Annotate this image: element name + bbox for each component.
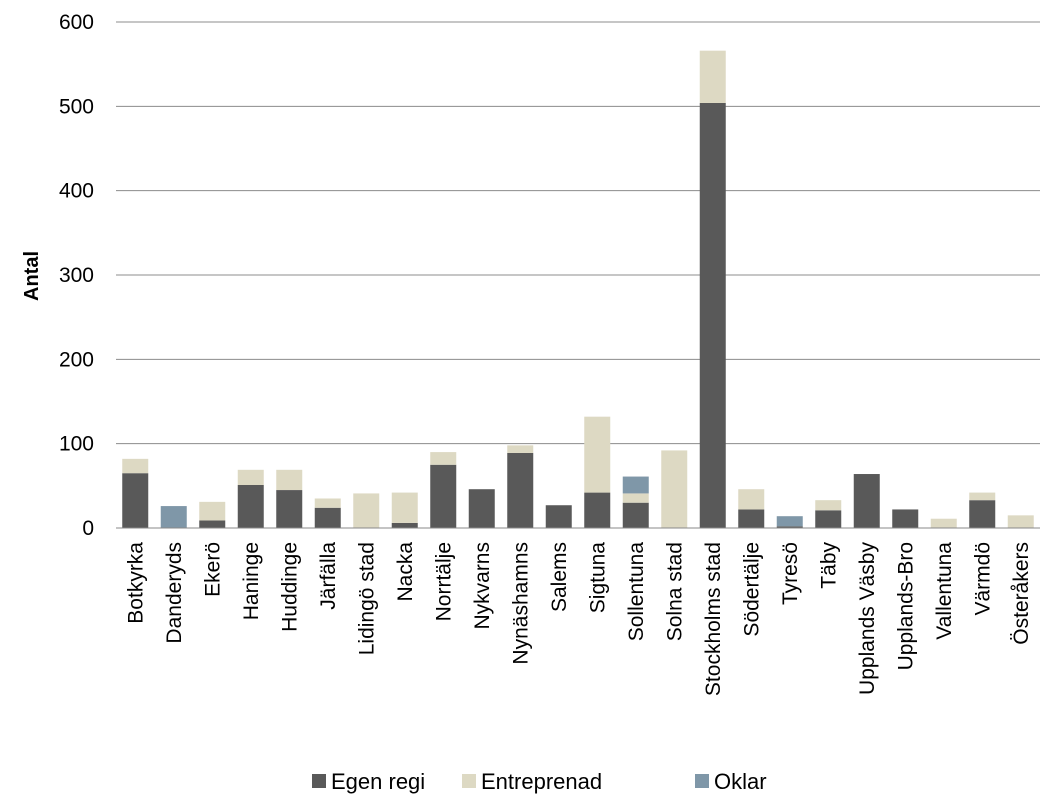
bar-segment: [699, 102, 726, 529]
bar-segment: [738, 489, 765, 510]
legend: Egen regi Entreprenad Oklar: [312, 769, 767, 794]
bar-segment: [545, 505, 572, 528]
x-tick-label: Upplands Väsby: [856, 542, 879, 695]
y-axis-tick-labels: 0 100 200 300 400 500 600: [59, 11, 94, 540]
bar-segment: [815, 500, 842, 511]
x-tick-label: Nykvarns: [471, 542, 494, 630]
bars: [122, 50, 1034, 529]
bar-segment: [930, 518, 957, 528]
x-tick-label: Österåkers: [1010, 542, 1033, 645]
x-tick-label: Salems: [548, 542, 571, 612]
bar-segment: [199, 520, 226, 528]
legend-item: Entreprenad: [462, 769, 602, 794]
x-tick-label: Haninge: [240, 542, 263, 620]
y-tick-label: 400: [59, 180, 94, 203]
x-axis-tick-labels: Botkyrka Danderyds Ekerö Haninge Huddinge Jär…: [124, 542, 1033, 697]
bar-segment: [237, 484, 264, 528]
x-tick-label: Danderyds: [163, 542, 186, 644]
bar-segment: [391, 522, 418, 528]
x-tick-label: Sollentuna: [625, 542, 648, 642]
x-tick-label: Tyresö: [779, 542, 802, 605]
bar-segment: [276, 490, 303, 528]
bar-segment: [122, 458, 149, 474]
bar-segment: [353, 493, 380, 528]
bar-segment: [276, 469, 303, 491]
x-tick-label: Vallentuna: [933, 542, 956, 640]
y-tick-label: 200: [59, 348, 94, 371]
bar-segment: [199, 501, 226, 521]
bar-segment: [738, 509, 765, 528]
x-tick-label: Norrtälje: [432, 542, 455, 621]
bar-segment: [507, 445, 534, 453]
y-axis-title: Antal: [21, 251, 43, 301]
x-tick-label: Upplands-Bro: [894, 542, 917, 670]
bar-segment: [776, 526, 803, 528]
legend-label: Entreprenad: [481, 769, 602, 794]
x-tick-label: Lidingö stad: [355, 542, 378, 655]
x-tick-label: Järfälla: [317, 542, 340, 610]
bar-segment: [584, 492, 611, 528]
bar-segment: [969, 500, 996, 528]
x-tick-label: Botkyrka: [124, 542, 147, 624]
legend-swatch: [695, 774, 709, 788]
bar-segment: [507, 452, 534, 528]
y-tick-label: 600: [59, 11, 94, 34]
legend-label: Egen regi: [331, 769, 425, 794]
bar-segment: [622, 493, 649, 503]
bar-segment: [969, 492, 996, 501]
bar-segment: [584, 416, 611, 493]
x-tick-label: Solna stad: [663, 542, 686, 641]
legend-item: Oklar: [695, 769, 767, 794]
y-tick-label: 100: [59, 433, 94, 456]
legend-swatch: [312, 774, 326, 788]
legend-label: Oklar: [714, 769, 767, 794]
x-tick-label: Värmdö: [971, 542, 994, 616]
bar-segment: [391, 492, 418, 523]
x-tick-label: Nacka: [394, 542, 417, 602]
bar-segment: [160, 506, 187, 528]
bar-segment: [430, 452, 457, 465]
bar-segment: [892, 509, 919, 528]
y-tick-label: 0: [82, 517, 94, 540]
x-tick-label: Stockholms stad: [702, 542, 725, 696]
x-tick-label: Täby: [817, 542, 840, 589]
bar-segment: [314, 498, 341, 508]
x-tick-label: Nynäshamns: [509, 542, 532, 665]
bar-segment: [815, 510, 842, 528]
bar-segment: [314, 507, 341, 528]
bar-segment: [622, 502, 649, 528]
bar-segment: [122, 473, 149, 528]
bar-segment: [622, 476, 649, 494]
bar-segment: [776, 516, 803, 527]
x-tick-label: Sigtuna: [586, 542, 609, 614]
bar-segment: [430, 464, 457, 528]
legend-swatch: [462, 774, 476, 788]
x-tick-label: Huddinge: [278, 542, 301, 632]
legend-item: Egen regi: [312, 769, 425, 794]
bar-segment: [661, 450, 688, 528]
x-tick-label: Ekerö: [201, 542, 224, 597]
bar-segment: [853, 474, 880, 528]
bar-segment: [699, 50, 726, 103]
grid-lines: [116, 21, 1040, 445]
y-tick-label: 500: [59, 95, 94, 118]
y-tick-label: 300: [59, 264, 94, 287]
bar-segment: [468, 489, 495, 528]
bar-segment: [237, 469, 264, 485]
bar-segment: [1007, 515, 1034, 528]
x-tick-label: Södertälje: [740, 542, 763, 637]
